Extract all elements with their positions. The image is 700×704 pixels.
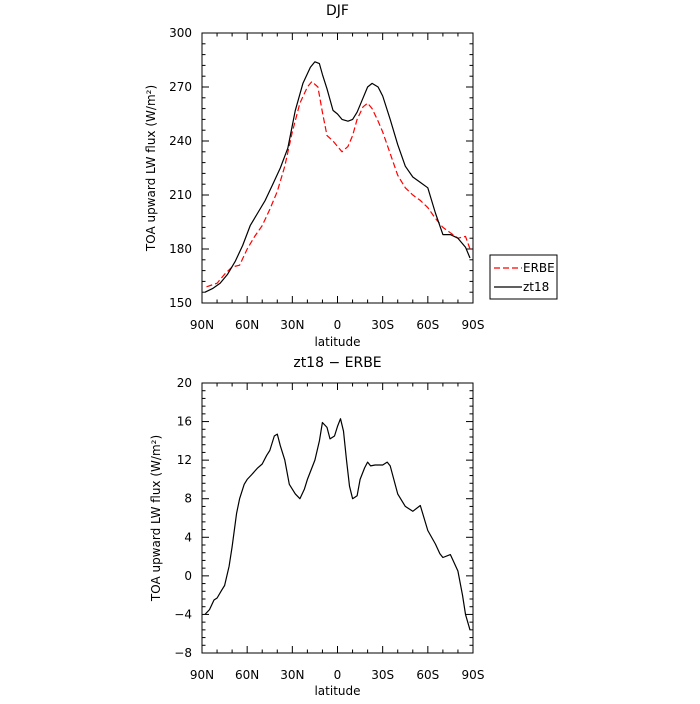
djf-x-tick-label: 90N — [190, 318, 214, 332]
djf-series-line-erbe — [206, 80, 471, 288]
difference-y-axis: −8 −4 0 4 8 12 16 20 — [174, 376, 473, 660]
djf-y-tick-label: 210 — [169, 188, 192, 202]
difference-y-tick-label: −4 — [174, 607, 192, 621]
djf-plot-frame — [201, 32, 474, 304]
djf-y-tick-label: 300 — [169, 26, 192, 40]
difference-y-tick-label: 12 — [177, 453, 192, 467]
djf-x-axis-title: latitude — [314, 335, 360, 349]
legend: ERBE zt18 — [489, 254, 558, 300]
difference-x-axis: 90N 60N 30N 0 30S 60S 90S — [190, 383, 485, 682]
djf-y-tick-label: 270 — [169, 80, 192, 94]
difference-y-tick-label: 8 — [184, 492, 192, 506]
djf-x-axis: 90N 60N 30N 0 30S 60S 90S — [190, 33, 485, 332]
difference-x-tick-label: 30N — [280, 668, 304, 682]
djf-series-line-zt18 — [204, 61, 471, 293]
difference-series-lines — [204, 418, 471, 631]
djf-y-axis: 150 180 210 240 270 300 — [169, 26, 473, 310]
difference-y-tick-label: 0 — [184, 569, 192, 583]
difference-plot-frame — [201, 382, 474, 654]
difference-x-tick-label: 30S — [371, 668, 394, 682]
difference-x-tick-label: 90S — [462, 668, 485, 682]
difference-x-tick-label: 60N — [235, 668, 259, 682]
djf-y-tick-label: 180 — [169, 242, 192, 256]
difference-x-axis-title: latitude — [314, 684, 360, 698]
difference-y-tick-label: 16 — [177, 415, 192, 429]
djf-x-tick-label: 90S — [462, 318, 485, 332]
legend-label-zt18: zt18 — [523, 280, 549, 294]
djf-x-tick-label: 0 — [334, 318, 342, 332]
djf-panel-title: DJF — [326, 3, 349, 19]
legend-label-erbe: ERBE — [523, 261, 555, 275]
difference-y-tick-label: 20 — [177, 376, 192, 390]
legend-box — [489, 254, 558, 300]
difference-panel: zt18 − ERBE −8 −4 0 4 8 12 16 20 90N 60N 30N 0 30S 6… — [149, 355, 484, 698]
difference-x-tick-label: 90N — [190, 668, 214, 682]
difference-y-tick-label: 4 — [184, 530, 192, 544]
djf-x-tick-label: 30S — [371, 318, 394, 332]
djf-y-axis-title: TOA upward LW flux (W/m²) — [144, 85, 158, 252]
djf-y-tick-label: 150 — [169, 296, 192, 310]
djf-x-tick-label: 60N — [235, 318, 259, 332]
difference-x-tick-label: 0 — [334, 668, 342, 682]
difference-series-line-difference — [204, 418, 471, 631]
difference-x-tick-label: 60S — [416, 668, 439, 682]
djf-series-lines — [204, 61, 471, 293]
difference-y-tick-label: −8 — [174, 646, 192, 660]
djf-x-tick-label: 30N — [280, 318, 304, 332]
djf-y-tick-label: 240 — [169, 134, 192, 148]
difference-y-axis-title: TOA upward LW flux (W/m²) — [149, 435, 163, 602]
difference-panel-title: zt18 − ERBE — [293, 355, 381, 371]
djf-x-tick-label: 60S — [416, 318, 439, 332]
